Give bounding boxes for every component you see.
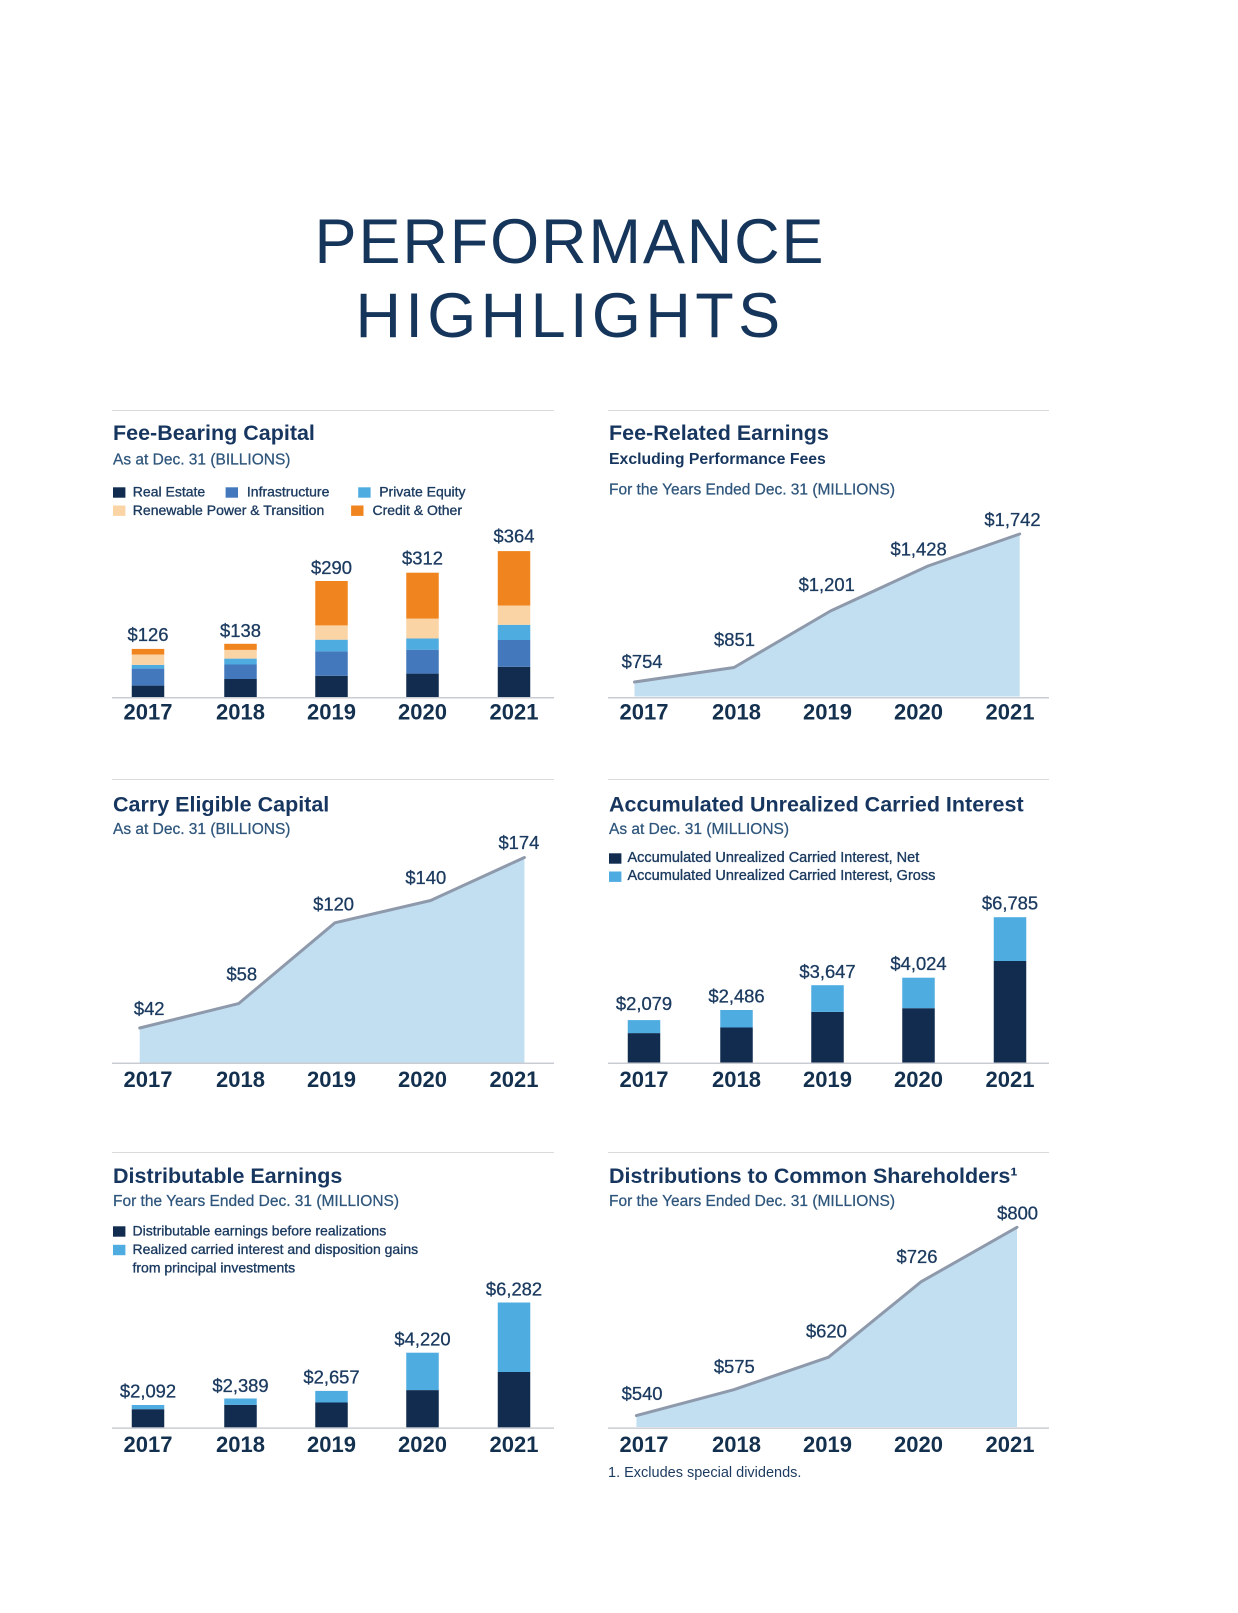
svg-text:2020: 2020 bbox=[398, 1432, 447, 1457]
svg-text:from principal investments: from principal investments bbox=[133, 1260, 296, 1276]
svg-text:$4,024: $4,024 bbox=[890, 953, 946, 974]
svg-text:$140: $140 bbox=[405, 867, 446, 888]
svg-text:$6,282: $6,282 bbox=[486, 1278, 542, 1299]
svg-text:$1,742: $1,742 bbox=[984, 509, 1040, 530]
svg-text:Renewable Power & Transition: Renewable Power & Transition bbox=[133, 502, 324, 518]
svg-text:$575: $575 bbox=[714, 1356, 755, 1377]
svg-text:$174: $174 bbox=[498, 832, 539, 853]
svg-text:Fee-Related Earnings: Fee-Related Earnings bbox=[609, 421, 829, 445]
svg-text:Accumulated Unrealized Carried: Accumulated Unrealized Carried Interest bbox=[609, 792, 1024, 816]
svg-text:$754: $754 bbox=[622, 651, 663, 672]
svg-text:Credit & Other: Credit & Other bbox=[373, 502, 463, 518]
svg-text:Accumulated Unrealized Carried: Accumulated Unrealized Carried Interest,… bbox=[628, 868, 936, 884]
svg-text:$2,079: $2,079 bbox=[616, 993, 672, 1014]
svg-text:2020: 2020 bbox=[398, 699, 447, 724]
svg-text:$2,092: $2,092 bbox=[120, 1381, 176, 1402]
svg-text:Distributions to Common Shareh: Distributions to Common Shareholders¹ bbox=[609, 1164, 1018, 1188]
svg-text:2019: 2019 bbox=[307, 1432, 356, 1457]
svg-text:$138: $138 bbox=[220, 620, 261, 641]
svg-text:$3,647: $3,647 bbox=[799, 961, 855, 982]
svg-text:$364: $364 bbox=[494, 526, 535, 547]
svg-text:$540: $540 bbox=[622, 1383, 663, 1404]
svg-text:2020: 2020 bbox=[894, 1432, 943, 1457]
svg-text:Infrastructure: Infrastructure bbox=[247, 484, 330, 500]
svg-text:2019: 2019 bbox=[307, 699, 356, 724]
svg-text:2017: 2017 bbox=[124, 1067, 173, 1092]
svg-text:$1,201: $1,201 bbox=[799, 574, 855, 595]
svg-text:2020: 2020 bbox=[894, 1067, 943, 1092]
svg-text:2019: 2019 bbox=[803, 699, 852, 724]
svg-text:$290: $290 bbox=[311, 557, 352, 578]
svg-text:For the Years Ended Dec. 31 (M: For the Years Ended Dec. 31 (MILLIONS) bbox=[609, 481, 895, 498]
svg-text:$120: $120 bbox=[313, 893, 354, 914]
svg-text:2019: 2019 bbox=[803, 1432, 852, 1457]
svg-text:2017: 2017 bbox=[620, 1432, 669, 1457]
svg-text:Private Equity: Private Equity bbox=[379, 484, 465, 500]
svg-text:$800: $800 bbox=[997, 1202, 1038, 1223]
svg-text:2018: 2018 bbox=[216, 1067, 265, 1092]
svg-text:$6,785: $6,785 bbox=[982, 892, 1038, 913]
svg-text:2017: 2017 bbox=[124, 699, 173, 724]
svg-text:2019: 2019 bbox=[307, 1067, 356, 1092]
svg-text:2017: 2017 bbox=[620, 699, 669, 724]
svg-text:As at Dec. 31 (BILLIONS): As at Dec. 31 (BILLIONS) bbox=[113, 821, 290, 838]
svg-text:2017: 2017 bbox=[620, 1067, 669, 1092]
svg-text:$2,486: $2,486 bbox=[708, 986, 764, 1007]
svg-text:2019: 2019 bbox=[803, 1067, 852, 1092]
svg-text:2018: 2018 bbox=[216, 1432, 265, 1457]
svg-text:$4,220: $4,220 bbox=[394, 1328, 450, 1349]
svg-text:$1,428: $1,428 bbox=[890, 539, 946, 560]
svg-text:Real Estate: Real Estate bbox=[133, 484, 206, 500]
svg-text:2021: 2021 bbox=[986, 1067, 1035, 1092]
svg-text:Accumulated Unrealized Carried: Accumulated Unrealized Carried Interest,… bbox=[628, 850, 920, 866]
svg-text:$42: $42 bbox=[134, 998, 165, 1019]
svg-text:$312: $312 bbox=[402, 548, 443, 569]
svg-text:$58: $58 bbox=[226, 964, 257, 985]
svg-text:Distributable earnings before: Distributable earnings before realizatio… bbox=[133, 1223, 387, 1239]
svg-text:1. Excludes special dividends.: 1. Excludes special dividends. bbox=[608, 1465, 801, 1481]
svg-text:Distributable Earnings: Distributable Earnings bbox=[113, 1164, 342, 1188]
svg-text:2021: 2021 bbox=[490, 699, 539, 724]
svg-text:$2,389: $2,389 bbox=[212, 1375, 268, 1396]
svg-text:For the Years Ended Dec. 31 (M: For the Years Ended Dec. 31 (MILLIONS) bbox=[113, 1193, 399, 1210]
svg-text:Realized carried interest and: Realized carried interest and dispositio… bbox=[133, 1241, 419, 1257]
svg-text:2018: 2018 bbox=[216, 699, 265, 724]
svg-text:2020: 2020 bbox=[894, 699, 943, 724]
svg-text:2018: 2018 bbox=[712, 1067, 761, 1092]
svg-text:Fee-Bearing Capital: Fee-Bearing Capital bbox=[113, 421, 315, 445]
svg-text:2021: 2021 bbox=[490, 1067, 539, 1092]
svg-text:2017: 2017 bbox=[124, 1432, 173, 1457]
svg-text:2018: 2018 bbox=[712, 699, 761, 724]
svg-text:2021: 2021 bbox=[986, 699, 1035, 724]
svg-text:$726: $726 bbox=[897, 1246, 938, 1267]
svg-text:$126: $126 bbox=[128, 624, 169, 645]
svg-text:$620: $620 bbox=[806, 1321, 847, 1342]
svg-text:For the Years Ended Dec. 31 (M: For the Years Ended Dec. 31 (MILLIONS) bbox=[609, 1193, 895, 1210]
svg-text:As at Dec. 31 (MILLIONS): As at Dec. 31 (MILLIONS) bbox=[609, 821, 789, 838]
svg-text:2021: 2021 bbox=[986, 1432, 1035, 1457]
svg-text:2021: 2021 bbox=[490, 1432, 539, 1457]
svg-text:$2,657: $2,657 bbox=[303, 1367, 359, 1388]
svg-text:2020: 2020 bbox=[398, 1067, 447, 1092]
svg-text:2018: 2018 bbox=[712, 1432, 761, 1457]
svg-text:Carry Eligible Capital: Carry Eligible Capital bbox=[113, 792, 329, 816]
svg-text:As at Dec. 31 (BILLIONS): As at Dec. 31 (BILLIONS) bbox=[113, 452, 290, 469]
svg-text:$851: $851 bbox=[714, 629, 755, 650]
svg-text:Excluding Performance Fees: Excluding Performance Fees bbox=[609, 451, 826, 468]
